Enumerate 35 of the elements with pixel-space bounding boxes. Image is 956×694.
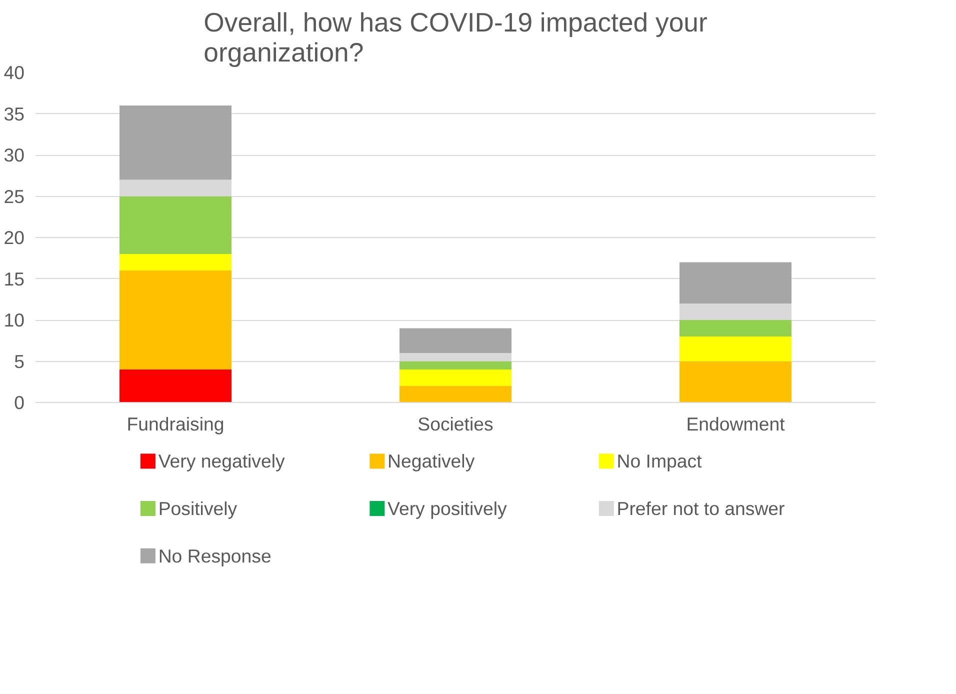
bar: [120, 180, 232, 196]
legend-label: Positively: [158, 498, 238, 519]
chart-title: Overall, how has COVID-19 impacted your organization?: [204, 8, 708, 68]
y-tick-label: 15: [4, 268, 25, 290]
bar: [120, 370, 232, 402]
y-tick-label: 35: [4, 103, 25, 124]
legend-label: Negatively: [388, 450, 476, 472]
bar: [120, 196, 232, 254]
y-tick-label: 10: [4, 310, 25, 330]
legend-label: Prefer not to answer: [616, 498, 785, 519]
y-tick-label: 5: [14, 350, 25, 372]
legend-label: No Impact: [616, 450, 703, 472]
bar: [400, 361, 512, 370]
y-tick-label: 40: [4, 62, 25, 83]
bar: [680, 361, 792, 402]
y-tick-label: 25: [4, 186, 25, 207]
bar: [120, 254, 232, 270]
y-tick-label: 30: [4, 144, 25, 166]
legend-label: Very negatively: [158, 450, 286, 472]
bar: [120, 106, 232, 180]
y-tick-label: 20: [4, 227, 25, 248]
legend-label: Very positively: [388, 498, 508, 519]
bar: [680, 336, 792, 362]
bar: [400, 386, 512, 402]
bar: [680, 262, 792, 304]
x-tick-label: Fundraising: [126, 414, 224, 434]
legend-label: No Response: [158, 545, 272, 566]
x-tick-label: Societies: [418, 414, 494, 434]
bar: [680, 304, 792, 320]
bar: [120, 270, 232, 370]
bar: [400, 328, 512, 353]
y-tick-label: 0: [14, 392, 25, 413]
bar: [400, 370, 512, 386]
x-tick-label: Endowment: [686, 414, 786, 434]
bar: [680, 320, 792, 336]
